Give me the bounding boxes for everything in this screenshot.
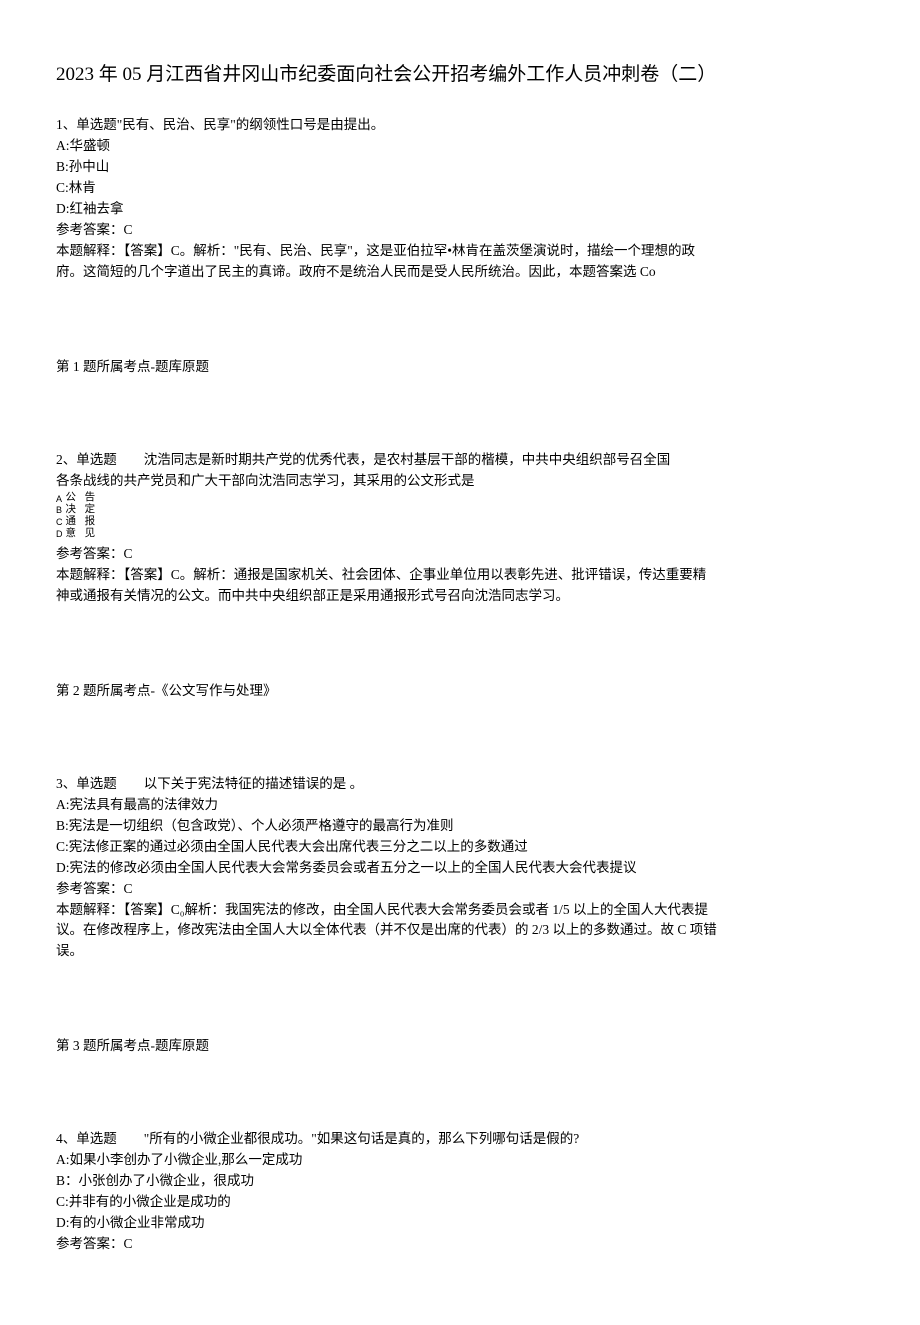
q2-letter-c: C: [56, 517, 63, 529]
q3-option-b: B:宪法是一切组织（包含政党）、个人必须严格遵守的最高行为准则: [56, 816, 864, 837]
q3-topic: 第 3 题所属考点-题库原题: [56, 1036, 864, 1057]
q4-option-d: D:有的小微企业非常成功: [56, 1213, 864, 1234]
q1-option-b: B:孙中山: [56, 157, 864, 178]
question-2: 2、单选题 沈浩同志是新时期共产党的优秀代表，是农村基层干部的楷模，中共中央组织…: [56, 450, 864, 607]
q3-option-c: C:宪法修正案的通过必须由全国人民代表大会出席代表三分之二以上的多数通过: [56, 837, 864, 858]
q2-opt-c: 通 报: [66, 516, 99, 528]
q4-answer: 参考答案：C: [56, 1234, 864, 1255]
q2-opt-a: 公 告: [66, 492, 99, 504]
q3-explain-3: 误。: [56, 941, 864, 962]
q1-explain-2: 府。这简短的几个字道出了民主的真谛。政府不是统治人民而是受人民所统治。因此，本题…: [56, 262, 864, 283]
q2-stem-1: 2、单选题 沈浩同志是新时期共产党的优秀代表，是农村基层干部的楷模，中共中央组织…: [56, 450, 864, 471]
q3-explain-2: 议。在修改程序上，修改宪法由全国人大以全体代表（并不仅是出席的代表）的 2/3 …: [56, 920, 864, 941]
question-4: 4、单选题 "所有的小微企业都很成功。"如果这句话是真的，那么下列哪句话是假的?…: [56, 1129, 864, 1255]
q3-option-d: D:宪法的修改必须由全国人民代表大会常务委员会或者五分之一以上的全国人民代表大会…: [56, 858, 864, 879]
q1-option-d: D:红袖去拿: [56, 199, 864, 220]
q3-stem: 3、单选题 以下关于宪法特征的描述错误的是 。: [56, 774, 864, 795]
q2-options: A B C D 公 告 决 定 通 报 意 见: [56, 492, 864, 541]
q1-option-a: A:华盛顿: [56, 136, 864, 157]
q2-opt-b: 决 定: [66, 504, 99, 516]
q4-option-c: C:并非有的小微企业是成功的: [56, 1192, 864, 1213]
q1-stem: 1、单选题"民有、民治、民享"的纲领性口号是由提出。: [56, 115, 864, 136]
question-3: 3、单选题 以下关于宪法特征的描述错误的是 。 A:宪法具有最高的法律效力 B:…: [56, 774, 864, 962]
q2-letter-a: A: [56, 494, 63, 506]
q2-letter-b: B: [56, 505, 63, 517]
q1-option-c: C:林肯: [56, 178, 864, 199]
q2-answer: 参考答案：C: [56, 544, 864, 565]
q1-explain-1: 本题解释：【答案】C。解析："民有、民治、民享"，这是亚伯拉罕•林肯在盖茨堡演说…: [56, 241, 864, 262]
q4-option-b: B：小张创办了小微企业，很成功: [56, 1171, 864, 1192]
q2-explain-2: 神或通报有关情况的公文。而中共中央组织部正是采用通报形式号召向沈浩同志学习。: [56, 586, 864, 607]
q2-topic: 第 2 题所属考点-《公文写作与处理》: [56, 681, 864, 702]
q2-stem-2: 各条战线的共产党员和广大干部向沈浩同志学习，其采用的公文形式是: [56, 471, 864, 492]
page-title: 2023 年 05 月江西省井冈山市纪委面向社会公开招考编外工作人员冲刺卷（二）: [56, 60, 864, 89]
q2-letter-d: D: [56, 529, 63, 541]
q4-option-a: A:如果小李创办了小微企业,那么一定成功: [56, 1150, 864, 1171]
q2-opt-d: 意 见: [66, 528, 99, 540]
q1-answer: 参考答案：C: [56, 220, 864, 241]
q3-explain-1: 本题解释：【答案】C₀解析：我国宪法的修改，由全国人民代表大会常务委员会或者 1…: [56, 900, 864, 921]
q1-topic: 第 1 题所属考点-题库原题: [56, 357, 864, 378]
q2-explain-1: 本题解释：【答案】C。解析：通报是国家机关、社会团体、企事业单位用以表彰先进、批…: [56, 565, 864, 586]
q3-answer: 参考答案：C: [56, 879, 864, 900]
q4-stem: 4、单选题 "所有的小微企业都很成功。"如果这句话是真的，那么下列哪句话是假的?: [56, 1129, 864, 1150]
q3-option-a: A:宪法具有最高的法律效力: [56, 795, 864, 816]
question-1: 1、单选题"民有、民治、民享"的纲领性口号是由提出。 A:华盛顿 B:孙中山 C…: [56, 115, 864, 282]
